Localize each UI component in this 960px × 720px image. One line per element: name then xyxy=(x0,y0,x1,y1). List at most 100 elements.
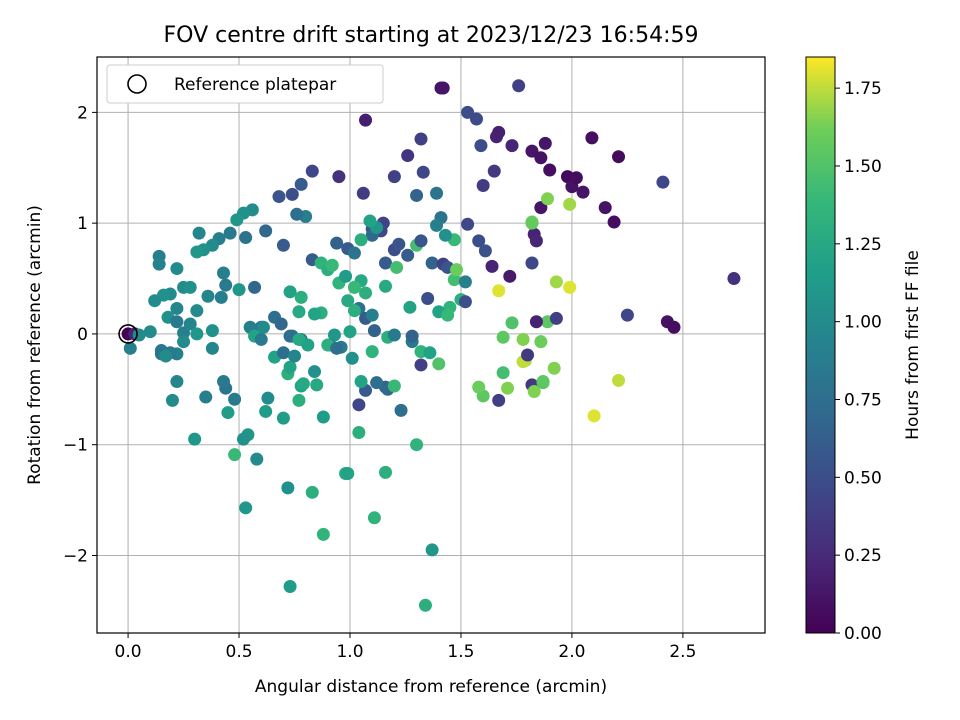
data-point xyxy=(199,390,213,404)
colorbar-tick-label: 0.75 xyxy=(844,390,882,410)
data-point xyxy=(612,150,626,164)
data-point xyxy=(290,207,304,221)
data-point xyxy=(370,376,384,390)
data-point xyxy=(276,411,290,425)
data-point xyxy=(474,139,488,153)
data-point xyxy=(123,341,137,355)
colorbar: 0.00 0.25 0.50 0.75 1.00 1.25 1.50 1.75 Hours f… xyxy=(805,56,923,644)
data-point xyxy=(205,341,219,355)
colorbar-tick-label: 0.00 xyxy=(844,624,882,644)
data-point xyxy=(214,290,228,304)
x-tick-label: 0.0 xyxy=(115,642,142,662)
data-point xyxy=(148,294,162,308)
data-point xyxy=(170,315,184,329)
data-point xyxy=(478,244,492,258)
data-point xyxy=(536,375,550,389)
data-point xyxy=(476,178,490,192)
y-axis-ticks: −2 −1 0 1 2 xyxy=(63,103,97,566)
data-point xyxy=(325,258,339,272)
data-point xyxy=(283,579,297,593)
data-point xyxy=(330,236,344,250)
colorbar-tick-label: 1.25 xyxy=(844,235,882,255)
data-point xyxy=(307,307,321,321)
data-point xyxy=(496,366,510,380)
data-point xyxy=(310,378,324,392)
data-point xyxy=(221,406,235,420)
data-point xyxy=(216,375,230,389)
data-point xyxy=(585,131,599,145)
data-point xyxy=(367,324,381,338)
data-point xyxy=(230,213,244,227)
data-point xyxy=(379,279,393,293)
data-point xyxy=(534,151,548,165)
data-point xyxy=(436,81,450,95)
data-point xyxy=(347,280,361,294)
legend: Reference platepar xyxy=(106,64,384,104)
data-point xyxy=(274,317,288,331)
data-point xyxy=(363,214,377,228)
data-point xyxy=(414,234,428,248)
data-point xyxy=(183,317,197,331)
data-point xyxy=(461,105,475,119)
data-point xyxy=(379,256,393,270)
data-point xyxy=(283,285,297,299)
data-point xyxy=(170,262,184,276)
data-point xyxy=(188,432,202,446)
legend-box xyxy=(106,64,384,104)
data-point xyxy=(159,349,173,363)
data-point xyxy=(492,393,506,407)
data-point xyxy=(450,263,464,277)
data-point xyxy=(598,201,612,215)
data-point xyxy=(541,192,555,206)
data-point xyxy=(569,171,583,185)
data-point xyxy=(469,112,483,126)
data-point xyxy=(607,215,621,229)
colorbar-ticks: 0.00 0.25 0.50 0.75 1.00 1.25 1.50 1.75 xyxy=(835,79,882,644)
y-tick-label: 2 xyxy=(77,103,88,123)
data-point xyxy=(563,197,577,211)
data-point xyxy=(296,377,310,391)
data-point xyxy=(170,301,184,315)
data-point xyxy=(190,245,204,259)
data-point xyxy=(403,300,417,314)
data-point xyxy=(416,165,430,179)
data-point xyxy=(379,465,393,479)
y-axis-label: Rotation from reference (arcmin) xyxy=(25,205,45,485)
data-point xyxy=(365,308,379,322)
data-point xyxy=(501,381,515,395)
data-point xyxy=(316,410,330,424)
data-point xyxy=(563,280,577,294)
data-point xyxy=(281,481,295,495)
data-point xyxy=(414,132,428,146)
data-point xyxy=(425,256,439,270)
x-axis-label: Angular distance from reference (arcmin) xyxy=(255,677,607,697)
data-point xyxy=(352,398,366,412)
x-axis-ticks: 0.0 0.5 1.0 1.5 2.0 2.5 xyxy=(115,633,696,662)
colorbar-tick-label: 1.00 xyxy=(844,313,882,333)
data-point xyxy=(354,233,368,247)
data-point xyxy=(256,320,270,334)
data-point xyxy=(305,164,319,178)
data-point xyxy=(294,290,308,304)
data-point xyxy=(432,357,446,371)
data-point xyxy=(316,527,330,541)
data-point xyxy=(190,304,204,318)
data-point xyxy=(223,226,237,240)
data-point xyxy=(525,216,539,230)
data-point xyxy=(418,598,432,612)
data-point xyxy=(505,316,519,330)
y-tick-label: 1 xyxy=(77,214,88,234)
data-point xyxy=(549,311,563,325)
data-point xyxy=(458,295,472,309)
colorbar-tick-label: 0.50 xyxy=(844,468,882,488)
data-point xyxy=(421,291,435,305)
colorbar-gradient xyxy=(805,56,836,634)
data-point xyxy=(276,346,290,360)
data-point xyxy=(254,332,268,346)
data-point xyxy=(525,256,539,270)
y-tick-label: 0 xyxy=(77,325,88,345)
data-point xyxy=(354,375,368,389)
data-point xyxy=(288,349,302,363)
data-point xyxy=(401,149,415,163)
colorbar-tick-label: 1.50 xyxy=(844,157,882,177)
